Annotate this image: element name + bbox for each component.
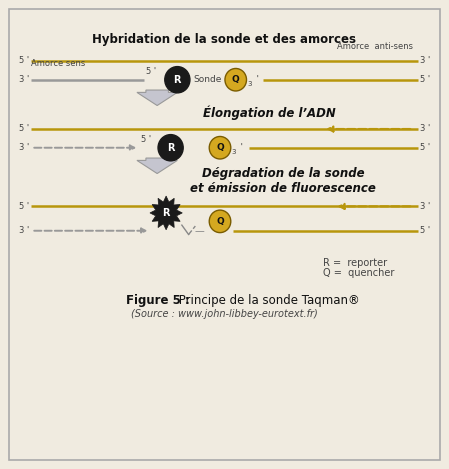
Text: 3 ': 3 ' [19, 143, 29, 152]
Text: Amorce sens: Amorce sens [31, 60, 86, 68]
Text: 3: 3 [232, 150, 236, 155]
Text: 3 ': 3 ' [19, 75, 29, 84]
Circle shape [158, 135, 183, 161]
Polygon shape [137, 158, 177, 174]
Text: 5 ': 5 ' [420, 143, 430, 152]
Text: 5 ': 5 ' [420, 226, 430, 235]
Text: R =  reporter: R = reporter [323, 257, 387, 268]
Circle shape [165, 67, 190, 93]
Text: 5 ': 5 ' [19, 56, 29, 66]
Text: 3 ': 3 ' [420, 202, 430, 211]
Text: 3 ': 3 ' [420, 124, 430, 134]
Text: R: R [167, 143, 174, 153]
Polygon shape [137, 90, 177, 106]
Text: (Source : www.john-libbey-eurotext.fr): (Source : www.john-libbey-eurotext.fr) [131, 309, 318, 319]
Text: —: — [195, 226, 205, 236]
Polygon shape [150, 196, 182, 230]
Text: Élongation de l’ADN: Élongation de l’ADN [203, 106, 336, 120]
Circle shape [209, 136, 231, 159]
Text: 5 ': 5 ' [19, 124, 29, 134]
Circle shape [209, 210, 231, 233]
Text: Hybridation de la sonde et des amorces: Hybridation de la sonde et des amorces [92, 33, 357, 46]
Text: ': ' [254, 75, 259, 84]
Text: 3 ': 3 ' [19, 226, 29, 235]
Text: Q: Q [216, 217, 224, 226]
Text: Principe de la sonde Taqman®: Principe de la sonde Taqman® [175, 294, 360, 307]
Text: 3: 3 [247, 82, 252, 87]
Text: Q =  quencher: Q = quencher [323, 268, 395, 278]
Text: 5 ': 5 ' [19, 202, 29, 211]
Text: 5 ': 5 ' [146, 67, 156, 76]
Text: 5 ': 5 ' [420, 75, 430, 84]
Text: R: R [163, 208, 170, 218]
Circle shape [225, 68, 247, 91]
Text: ': ' [238, 143, 243, 152]
Text: R: R [174, 75, 181, 85]
Text: Sonde: Sonde [193, 75, 221, 84]
Text: Q: Q [216, 143, 224, 152]
Text: Q: Q [232, 75, 240, 84]
Text: Amorce  anti-sens: Amorce anti-sens [337, 42, 413, 51]
Text: 5 ': 5 ' [141, 135, 152, 144]
Text: Dégradation de la sonde
et émission de fluorescence: Dégradation de la sonde et émission de f… [190, 167, 376, 195]
Text: 3 ': 3 ' [420, 56, 430, 66]
Text: Figure 5 :: Figure 5 : [126, 294, 189, 307]
